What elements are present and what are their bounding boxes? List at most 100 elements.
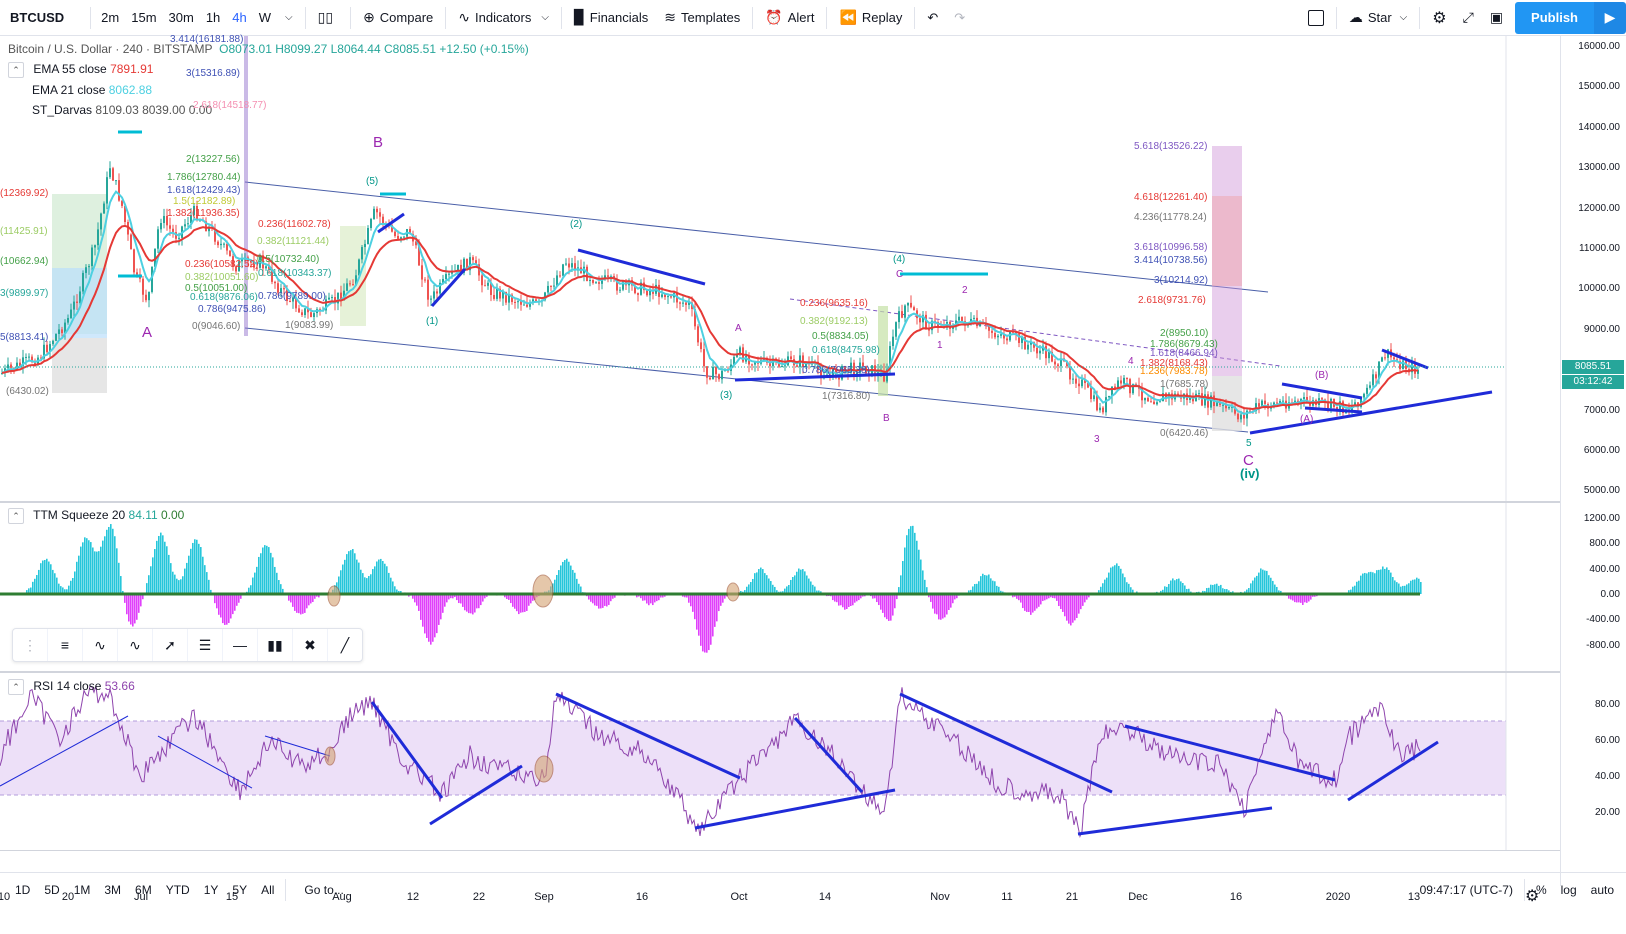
symbol-search[interactable]: BTCUSD: [10, 10, 65, 25]
horizontal-lines-tool[interactable]: ≡: [48, 629, 83, 661]
horizontal-line-tool[interactable]: —: [223, 629, 258, 661]
candle-body: [1234, 406, 1236, 414]
replay-button[interactable]: ⏪ Replay: [831, 0, 910, 36]
range-1m[interactable]: 1M: [73, 882, 91, 897]
range-5d[interactable]: 5D: [44, 882, 60, 897]
publish-play-button[interactable]: ▶: [1594, 1, 1626, 34]
fib-level-label: 2.618(14518.77): [193, 100, 267, 111]
rsi-trendline[interactable]: [793, 716, 864, 794]
redo-button[interactable]: ↷: [946, 0, 973, 36]
fib-retracement-tool[interactable]: ☰: [188, 629, 223, 661]
rsi-trendline[interactable]: [1124, 724, 1336, 782]
timeframe-dropdown[interactable]: ⌵: [277, 0, 301, 36]
rsi-trendline[interactable]: [899, 692, 1113, 794]
timeframe-2m[interactable]: 2m: [101, 10, 120, 25]
trendline-blue[interactable]: [577, 248, 706, 286]
templates-button[interactable]: ≋ Templates: [656, 0, 748, 36]
ema55-legend[interactable]: ⌃ EMA 55 close 7891.91: [8, 62, 153, 78]
trendline-blue[interactable]: [734, 372, 896, 382]
collapse-legend-icon[interactable]: ⌃: [8, 508, 24, 524]
range-5y[interactable]: 5Y: [232, 882, 248, 897]
timeframe-w[interactable]: W: [258, 10, 272, 25]
ttm-bar: [722, 594, 724, 603]
elliott-wave-tool[interactable]: ∿: [118, 629, 153, 661]
fullscreen-button[interactable]: ⤢: [1455, 0, 1482, 36]
trend-line-tool[interactable]: ╱: [328, 629, 362, 661]
star-button[interactable]: ☁ Star ⌵: [1341, 0, 1415, 36]
indicators-button[interactable]: ∿ Indicators ⌵: [450, 0, 557, 36]
trendline-blue[interactable]: [1381, 348, 1429, 370]
timeframe-4h[interactable]: 4h: [232, 10, 247, 25]
range-1d[interactable]: 1D: [15, 882, 31, 897]
candle-body: [1279, 400, 1281, 404]
alert-label: Alert: [787, 10, 815, 25]
compare-button[interactable]: ⊕ Compare: [355, 0, 441, 36]
candle-body: [553, 285, 555, 287]
log-toggle[interactable]: log: [1560, 882, 1577, 897]
darvas-legend[interactable]: ST_Darvas 8109.03 8039.00 0.00: [32, 103, 212, 117]
drag-handle[interactable]: ⋮: [13, 629, 48, 661]
undo-button[interactable]: ↶: [919, 0, 946, 36]
clock-timezone[interactable]: 09:47:17 (UTC-7): [1419, 882, 1513, 897]
settings-button[interactable]: ⚙: [1424, 0, 1454, 36]
timeframe-30m[interactable]: 30m: [168, 10, 194, 25]
chart-style-button[interactable]: ▯▯: [310, 0, 346, 36]
ttm-bar: [786, 586, 788, 594]
rsi-trendline[interactable]: [694, 788, 896, 830]
range-3m[interactable]: 3M: [104, 882, 122, 897]
rsi-trendline[interactable]: [1077, 806, 1273, 836]
rsi-trendline[interactable]: [1347, 740, 1439, 802]
chart-area[interactable]: Bitcoin / U.S. Dollar · 240 · BITSTAMP O…: [0, 34, 1626, 905]
pane-divider[interactable]: [0, 501, 1626, 503]
trendline-blue[interactable]: [377, 212, 405, 234]
trendline-blue[interactable]: [1304, 406, 1363, 414]
pane-divider[interactable]: [0, 671, 1626, 673]
price-axis[interactable]: 16000.00 15000.00 14000.00 13000.00 12000.00…: [1560, 36, 1626, 886]
candle-body: [370, 219, 372, 229]
rsi-trendline-thin[interactable]: [0, 715, 129, 787]
range-6m[interactable]: 6M: [135, 882, 152, 897]
goto-button[interactable]: Go to...: [304, 882, 344, 897]
collapse-legend-icon[interactable]: ⌃: [8, 62, 24, 78]
trendline-blue[interactable]: [430, 268, 467, 307]
ema21-legend[interactable]: EMA 21 close 8062.88: [32, 83, 152, 97]
ray-tool[interactable]: ➚: [153, 629, 188, 661]
percent-toggle[interactable]: %: [1535, 882, 1547, 897]
rsi-trendline-thin[interactable]: [264, 735, 331, 757]
pattern-tool[interactable]: ✖: [293, 629, 328, 661]
rsi-trendline[interactable]: [555, 692, 741, 780]
range-ytd[interactable]: YTD: [165, 882, 190, 897]
timeframe-1h[interactable]: 1h: [205, 10, 221, 25]
long-position-tool[interactable]: ▮▮: [258, 629, 293, 661]
rsi-trendline[interactable]: [429, 764, 523, 826]
wave-label-small: 3: [1094, 434, 1100, 445]
layout-button[interactable]: [1300, 0, 1332, 36]
rsi-legend[interactable]: ⌃ RSI 14 close 53.66: [8, 679, 135, 695]
candle-body: [1402, 360, 1404, 370]
snapshot-button[interactable]: ▣: [1482, 0, 1511, 36]
range-all[interactable]: All: [261, 882, 275, 897]
candle-body: [349, 283, 351, 285]
chart-settings-icon[interactable]: ⚙: [1525, 888, 1540, 905]
rsi-trendline-thin[interactable]: [157, 735, 253, 789]
financials-button[interactable]: ▉ Financials: [566, 0, 656, 36]
rsi-trendline[interactable]: [370, 701, 444, 799]
abc-pattern-tool[interactable]: ∿: [83, 629, 118, 661]
collapse-legend-icon[interactable]: ⌃: [8, 679, 24, 695]
auto-toggle[interactable]: auto: [1590, 882, 1614, 897]
range-1y[interactable]: 1Y: [203, 882, 219, 897]
ttm-bar: [296, 594, 298, 613]
trendline-blue[interactable]: [1281, 382, 1363, 400]
trendline-blue[interactable]: [1249, 390, 1493, 435]
ttm-bar: [36, 575, 38, 594]
chart-canvas[interactable]: [0, 36, 1560, 886]
time-axis[interactable]: 10 20 Jul 15 Aug 12 22 Sep 16 Oct 14 Nov 11 21 Dec 16 20…: [0, 886, 1560, 908]
ttm-axis-label: -800.00: [1586, 639, 1620, 651]
alert-button[interactable]: ⏰ Alert: [757, 0, 822, 36]
candle-body: [1087, 383, 1089, 388]
plus-circle-icon: ⊕: [363, 9, 375, 25]
candle-body: [679, 302, 681, 304]
timeframe-15m[interactable]: 15m: [131, 10, 157, 25]
ttm-legend[interactable]: ⌃ TTM Squeeze 20 84.11 0.00: [8, 508, 184, 524]
publish-button[interactable]: Publish: [1515, 1, 1594, 34]
